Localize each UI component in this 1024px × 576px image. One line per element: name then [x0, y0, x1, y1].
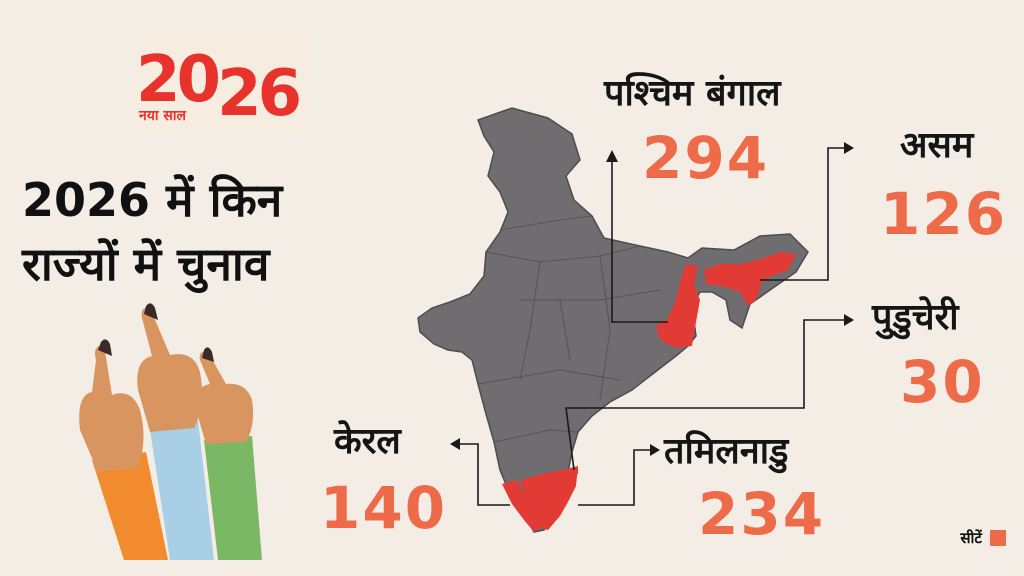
map-west-bengal: [656, 264, 700, 348]
map-puducherry: [572, 466, 578, 476]
state-kerala: केरल 140: [320, 420, 447, 540]
state-west-bengal: पश्चिम बंगाल 294: [604, 72, 781, 190]
state-assam: असम 126: [880, 124, 1007, 246]
seat-count-tamil-nadu: 234: [698, 480, 826, 548]
connector-puducherry: [565, 319, 846, 471]
map-assam: [704, 252, 796, 306]
arrow-head-icon: [844, 142, 854, 154]
seat-count-puducherry: 30: [900, 348, 985, 416]
logo-tagline: नया साल: [136, 106, 189, 125]
logo-year-second-half: 26: [217, 57, 302, 131]
arrow-head-icon: [844, 314, 854, 326]
map-kerala: [502, 480, 540, 532]
connector-west-bengal: [611, 160, 668, 323]
legend: सीटें: [960, 528, 1006, 548]
connector-assam: [760, 147, 846, 281]
state-name-puducherry: पुडुचेरी: [872, 297, 959, 338]
legend-label: सीटें: [960, 529, 982, 547]
arrow-head-icon: [450, 438, 460, 450]
arrow-head-icon: [650, 444, 660, 456]
state-tamil-nadu: तमिलनाडु 234: [664, 430, 825, 546]
seat-count-assam: 126: [880, 180, 1008, 248]
state-name-tamil-nadu: तमिलनाडु: [664, 431, 789, 472]
logo-year: 2026: [136, 40, 302, 131]
state-name-kerala: केरल: [334, 421, 401, 462]
headline-line-1: 2026 में किन: [22, 173, 283, 227]
headline-line-2: राज्यों में चुनाव: [22, 237, 270, 291]
map-tamil-nadu: [520, 466, 578, 530]
connector-tamil-nadu: [578, 449, 652, 506]
state-name-west-bengal: पश्चिम बंगाल: [604, 73, 781, 114]
seat-count-kerala: 140: [320, 474, 448, 542]
logo-year-first-half: 20: [136, 43, 221, 117]
india-map-base: [417, 107, 809, 533]
year-logo: 2026 नया साल: [134, 38, 310, 131]
headline: 2026 में किन राज्यों में चुनाव: [22, 168, 412, 296]
seat-count-west-bengal: 294: [642, 124, 770, 192]
connector-kerala: [458, 443, 510, 506]
legend-swatch: [990, 530, 1006, 546]
arrow-head-icon: [606, 150, 618, 162]
state-name-assam: असम: [900, 125, 974, 166]
state-puducherry: पुडुचेरी 30: [872, 296, 985, 414]
